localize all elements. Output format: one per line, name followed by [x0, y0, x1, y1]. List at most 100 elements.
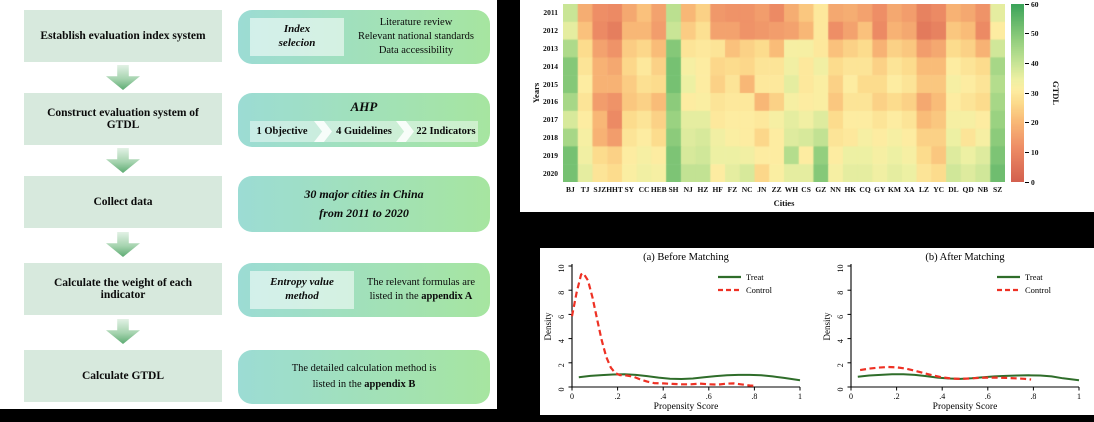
detail-box-cities: 30 major cities in China from 2011 to 20… — [238, 176, 490, 232]
heatmap-city-tick: JN — [757, 185, 767, 194]
y-tick-label: 4 — [557, 339, 566, 343]
heatmap-year-tick: 2012 — [543, 26, 558, 36]
heatmap-city-tick: TJ — [580, 185, 590, 194]
heatmap-year-tick: 2017 — [543, 115, 558, 125]
y-axis-label: Density — [543, 312, 553, 340]
entropy-method-tag: Entropy value method — [250, 271, 354, 309]
y-tick-label: 4 — [836, 339, 845, 343]
legend-treat-label: Treat — [1025, 272, 1043, 282]
heatmap-cells — [563, 4, 1005, 182]
body-line: Literature review — [379, 16, 453, 28]
y-tick-label: 0 — [557, 388, 566, 392]
colorbar-tick-label: 20 — [1031, 118, 1039, 128]
after-matching-svg: (b) After Matching 0 2 4 6 8 10 0 .2 .4 .6 .8 1 Densi… — [822, 252, 1081, 412]
y-axis-label: Density — [822, 312, 832, 340]
detail-box-index-selection: Index selecion Literature review Relevan… — [238, 10, 490, 64]
legend-control-label: Control — [746, 285, 773, 295]
x-tick-label: .2 — [894, 392, 900, 401]
y-tick-label: 6 — [836, 315, 845, 319]
heatmap-city-tick: ZZ — [771, 185, 782, 194]
colorbar-tick-mark — [1025, 62, 1029, 64]
heatmap-y-axis-label: Years — [531, 82, 541, 104]
density-chart-before: (a) Before Matching 0 2 4 6 8 10 0 .2 .4 .6 .8 1 Dens… — [542, 250, 812, 413]
density-chart-after: (b) After Matching 0 2 4 6 8 10 0 .2 .4 .6 .8 1 Densi… — [821, 250, 1091, 413]
ahp-title: AHP — [350, 99, 378, 114]
colorbar-tick-label: 30 — [1031, 88, 1039, 98]
tag-line: Index — [283, 23, 311, 36]
y-tick-label: 0 — [836, 388, 845, 392]
body-line: listed in the appendix B — [238, 377, 490, 393]
y-tick-label: 8 — [836, 291, 845, 295]
detail-box-calc-method: The detailed calculation method is liste… — [238, 350, 490, 404]
flow-step-1: Establish evaluation index system — [24, 10, 222, 62]
chevron-right-icon — [314, 121, 332, 142]
heatmap-city-tick: CS — [801, 185, 811, 194]
flow-step-2-label: Construct evaluation system of GTDL — [47, 107, 199, 131]
appendix-a-ref: appendix A — [421, 291, 473, 302]
x-tick-label: .6 — [706, 392, 712, 401]
heatmap-city-tick: HHT — [606, 185, 623, 194]
x-axis-label: Propensity Score — [654, 402, 719, 412]
flow-step-1-label: Establish evaluation index system — [40, 30, 206, 42]
x-tick-label: 1 — [1077, 392, 1081, 401]
colorbar-tick-mark — [1025, 92, 1029, 94]
heatmap-city-tick: NC — [741, 185, 753, 194]
ahp-guidelines: 4 Guidelines — [336, 126, 392, 137]
before-matching-svg: (a) Before Matching 0 2 4 6 8 10 0 .2 .4 .6 .8 1 Dens… — [543, 252, 802, 412]
colorbar-tick-label: 60 — [1031, 0, 1039, 9]
flow-step-3-label: Collect data — [93, 196, 153, 208]
colorbar — [1011, 4, 1024, 182]
x-tick-label: .4 — [660, 392, 666, 401]
flow-step-5: Calculate GTDL — [24, 350, 222, 402]
heatmap-city-tick: NN — [830, 185, 841, 194]
colorbar-tick-label: 50 — [1031, 29, 1039, 39]
heatmap-year-tick: 2018 — [543, 133, 558, 142]
heatmap-city-tick: SZ — [993, 185, 1003, 194]
tag-line: Entropy value — [270, 276, 334, 289]
flow-step-5-label: Calculate GTDL — [81, 370, 165, 382]
down-arrow-icon — [106, 319, 140, 344]
body-line: listed in the appendix A — [364, 290, 478, 304]
heatmap-city-tick: GY — [874, 185, 886, 194]
colorbar-tick-label: 40 — [1031, 58, 1039, 68]
heatmap-year-tick: 2011 — [543, 8, 558, 18]
x-tick-label: 0 — [849, 392, 853, 401]
heatmap-city-tick: HF — [712, 185, 723, 194]
y-tick-label: 6 — [557, 315, 566, 319]
heatmap-year-tick: 2013 — [543, 44, 558, 53]
tag-line: selecion — [278, 37, 316, 49]
y-tick-label: 10 — [557, 265, 566, 273]
heatmap-city-tick: HZ — [697, 185, 709, 194]
colorbar-label: GTDL — [1051, 80, 1061, 106]
heatmap-x-axis-label: Cities — [773, 198, 795, 208]
x-tick-label: 0 — [570, 392, 574, 401]
flow-step-4: Calculate the weight of each indicator — [24, 263, 222, 315]
y-tick-label: 8 — [557, 291, 566, 295]
chevron-right-icon — [396, 121, 414, 142]
legend-control-label: Control — [1025, 285, 1052, 295]
heatmap-city-tick: GZ — [815, 185, 827, 194]
heatmap-year-tick: 2015 — [543, 79, 558, 89]
body-line: Relevant national standards — [357, 30, 475, 42]
x-tick-label: .4 — [939, 392, 945, 401]
y-tick-label: 2 — [557, 363, 566, 367]
heatmap-year-tick: 2014 — [543, 61, 558, 71]
x-tick-label: 1 — [798, 392, 802, 401]
x-tick-label: .8 — [751, 392, 757, 401]
x-tick-label: .8 — [1030, 392, 1036, 401]
down-arrow-icon — [106, 232, 140, 257]
heatmap-city-tick: WH — [784, 185, 799, 194]
down-arrow-icon — [106, 65, 140, 90]
heatmap-city-tick: HK — [844, 185, 857, 194]
heatmap-city-tick: SY — [624, 185, 635, 194]
chart-title: (a) Before Matching — [643, 252, 729, 263]
index-selection-tag: Index selecion — [250, 18, 344, 56]
index-selection-body: Literature review Relevant national stan… — [354, 16, 478, 58]
heatmap-city-tick: CC — [638, 185, 650, 194]
heatmap-panel: 2011 2012 2013 2014 2015 2016 2017 2018 2019 2020… — [520, 0, 1094, 212]
body-line: The relevant formulas are — [366, 276, 476, 288]
x-tick-label: .2 — [615, 392, 621, 401]
ahp-objective: 1 Objective — [256, 126, 308, 137]
down-arrow-icon — [106, 148, 140, 173]
treat-line — [578, 373, 801, 382]
